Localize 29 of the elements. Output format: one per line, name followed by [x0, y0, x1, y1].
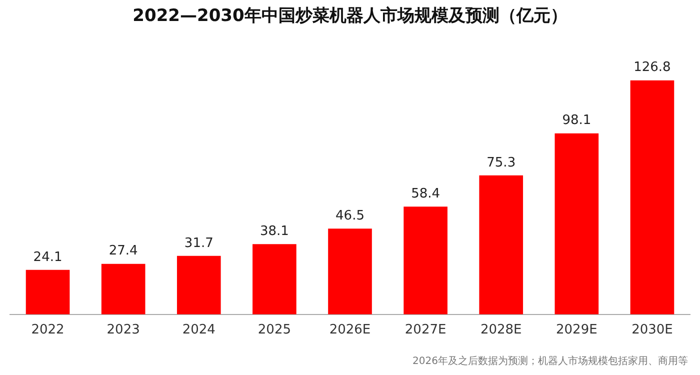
bar [479, 175, 524, 314]
x-tick-label: 2028E [480, 322, 522, 338]
bar [101, 264, 146, 314]
data-label: 58.4 [411, 186, 440, 202]
data-label: 126.8 [634, 60, 671, 76]
bar [328, 228, 372, 314]
x-tick-label: 2027E [404, 322, 446, 338]
chart-title: 2022—2030年中国炒菜机器人市场规模及预测（亿元） [132, 5, 568, 27]
x-tick-label: 2030E [632, 322, 673, 338]
data-label: 46.5 [336, 208, 364, 224]
x-tick-label: 2025 [258, 322, 291, 338]
data-label: 98.1 [562, 113, 592, 128]
bar [554, 133, 599, 314]
x-tick-label: 2029E [556, 322, 598, 338]
data-label: 24.1 [33, 250, 62, 265]
data-label: 27.4 [108, 244, 138, 259]
data-label: 38.1 [260, 224, 289, 239]
x-tick-label: 2024 [182, 322, 216, 338]
text: 2026年及之后数据为预测；机器人市场规模包括家用、商用等 [412, 354, 688, 368]
x-tick-label: 2026E [329, 322, 371, 338]
bar [252, 244, 296, 314]
bar [26, 270, 70, 314]
bar [404, 206, 448, 314]
x-tick-label: 2023 [106, 322, 140, 338]
data-label: 75.3 [486, 155, 516, 170]
data-label: 31.7 [184, 236, 214, 251]
bar [176, 256, 221, 314]
bar [630, 80, 674, 314]
x-tick-label: 2022 [31, 322, 64, 338]
